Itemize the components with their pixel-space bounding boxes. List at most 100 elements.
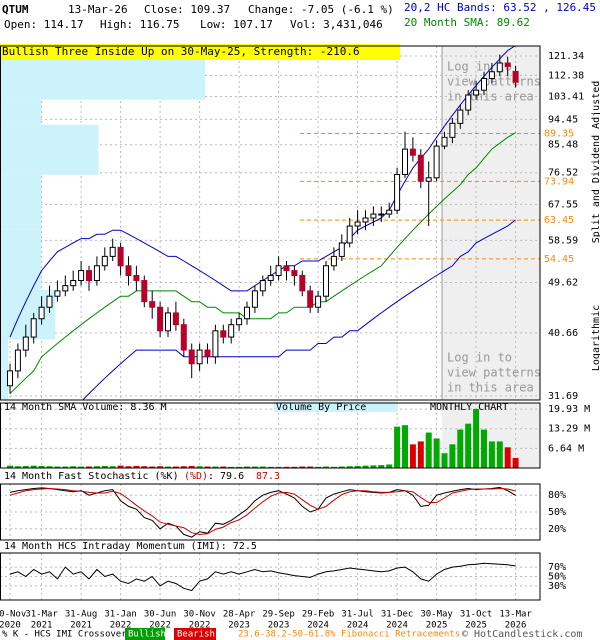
y-tick-label: 67.55 [548,199,578,210]
patterns-note: in this area [447,90,534,104]
candle-body [449,122,456,138]
candle-body [172,312,179,326]
panel-frame [0,402,541,469]
volume-bar [433,438,440,468]
volume-bar [275,466,282,468]
candle-body [180,324,187,351]
candle-body [315,295,322,308]
vbp-label-bg [274,401,398,412]
candle-body [275,265,282,277]
volume-bar [315,466,322,468]
volume-bar [449,444,456,468]
x-tick-label: 28-Apr [223,610,256,620]
volume-bar [346,466,353,468]
volume-by-price-bar [0,229,41,290]
volume-bar [283,466,290,468]
candle-body [473,89,480,96]
candle-body [46,295,53,308]
candle-body [188,349,195,365]
x-tick-label: 30-Nov [0,610,26,620]
candle-body [212,330,219,358]
candle-body [101,255,108,267]
panel-frame [0,45,541,401]
fibonacci-label: 23.6-38.2-50-61.8% Fibonacci Retracement… [238,630,460,640]
x-tick-label: 31-Jul [341,610,374,620]
x-tick-label: 31-Mar [25,610,58,620]
x-tick-year: 2025 [465,621,487,631]
bearish-key [174,628,216,640]
date: 13-Mar-26 [68,3,128,16]
x-tick-label: 31-Aug [65,610,98,620]
bearish-label: Bearish [177,630,215,640]
fib-label: 63.45 [544,215,574,226]
candle-body [141,280,148,303]
volume-bar [291,466,298,468]
y-tick-label: 103.41 [548,91,584,102]
candle-body [244,306,250,320]
patterns-note: view patterns [447,366,541,380]
y-tick-label: 6.64 M [548,443,584,454]
candle-body [220,330,227,338]
panel-title: 14 Month SMA Volume: 8.36 M [4,402,167,413]
candle-body [394,173,401,211]
y-tick-label: 70% [548,562,566,573]
x-tick-year: 2020 [0,621,21,631]
panel-title-d: (%D) [184,471,208,482]
volume-by-price-bar [0,124,99,175]
volume-bar [70,466,77,468]
volume-bar [117,465,124,468]
indicator-line [9,487,516,535]
panel-value-d: 87.3 [256,471,280,482]
candle-body [165,312,171,332]
volume-bar [93,466,100,468]
y-tick-label: 30% [548,581,566,592]
volume-bar [441,453,448,468]
candle-body [149,301,156,308]
volume-bar [157,466,164,468]
volume: Vol: 3,431,046 [290,18,383,31]
y-tick-label: 50% [548,507,566,518]
candle-body [22,336,29,351]
panel-note: MONTHLY CHART [430,402,508,413]
volume-bar [330,466,337,468]
panel-value-k: : 79.6 [208,471,244,482]
y-tick-label: 49.62 [548,277,578,288]
volume-bar [196,466,203,468]
y-tick-label: 19.93 M [548,404,590,415]
volume-bar [299,466,306,468]
candle-body [354,221,361,227]
indicator-line [9,562,516,592]
x-tick-year: 2024 [307,621,329,631]
candle-body [62,285,69,292]
y-tick-label: 31.69 [548,391,578,402]
y-tick-label: 13.29 M [548,424,590,435]
volume-bar [220,466,227,468]
candle-body [54,290,61,297]
y-tick-label: 76.52 [548,168,578,179]
candle-body [512,70,519,83]
panel-frame [0,483,541,541]
bullish-label: Bullish [128,630,166,640]
volume-bar [402,425,408,468]
volume-bar [386,464,393,468]
candle-body [267,275,274,282]
bullish-key [125,628,165,640]
candle-body [133,275,140,282]
x-tick-year: 2021 [31,621,53,631]
candle-body [236,318,243,326]
volume-bar [165,466,171,468]
candle-body [409,148,416,156]
volume-bar [409,444,416,468]
volume-bar [307,466,314,468]
volume-by-price-bar [0,99,41,125]
x-tick-year: 2023 [228,621,250,631]
candle-body [93,265,100,282]
volume-bar [125,466,132,468]
candle-body [386,209,393,215]
candle-body [291,270,298,277]
volume-bar [378,465,385,468]
volume-bar [465,423,472,468]
volume-bar [180,466,187,468]
fib-label: 73.94 [544,176,574,187]
change: Change: -7.05 (-6.1 %) [248,3,394,16]
